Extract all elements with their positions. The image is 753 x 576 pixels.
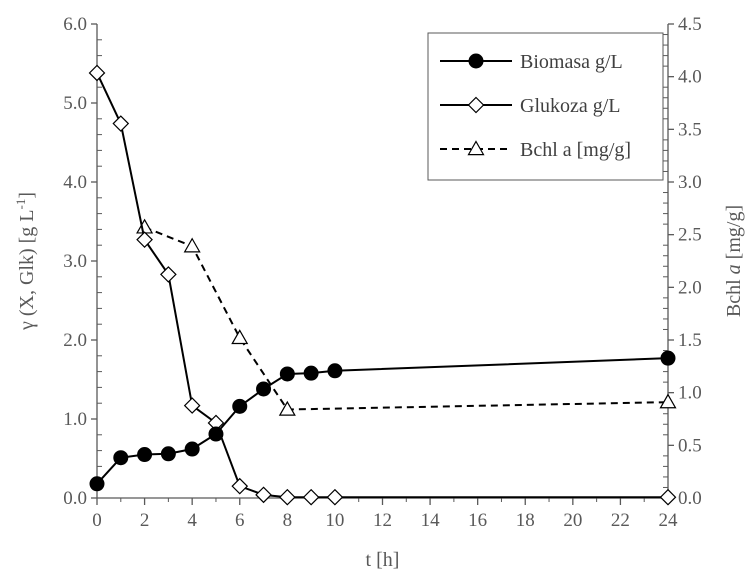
legend-item: Biomasa g/L (440, 51, 623, 73)
data-point (278, 400, 296, 416)
data-point (137, 447, 153, 463)
data-point (302, 488, 320, 506)
y-right-tick-label: 4.5 (678, 14, 702, 35)
legend-marker (467, 96, 485, 114)
data-point (136, 231, 153, 249)
x-tick-label: 10 (325, 510, 344, 531)
x-tick-label: 24 (659, 510, 679, 531)
legend-box (427, 32, 664, 181)
legend-label: Biomasa g/L (520, 51, 623, 73)
y-right-tick-label: 3.0 (678, 172, 702, 193)
legend-item: Glukoza g/L (440, 95, 621, 117)
data-point (279, 366, 295, 382)
y-left-tick-label: 0.0 (63, 488, 87, 509)
y-left-tick-label: 4.0 (63, 172, 87, 193)
y-left-title-main: γ (X, Glk) [g L (16, 210, 38, 331)
data-point (326, 488, 344, 506)
data-point (89, 476, 105, 492)
data-point (231, 477, 249, 495)
data-point (255, 486, 272, 504)
x-tick-label: 16 (468, 510, 487, 531)
series-biomasa (89, 350, 676, 492)
y-right-tick-label: 4.0 (678, 67, 702, 88)
data-point (113, 450, 129, 466)
data-point (232, 398, 248, 414)
y-right-axis-title: Bchl a [mg/g] (723, 205, 745, 317)
data-point (208, 426, 224, 442)
y-right-tick-label: 3.5 (678, 119, 702, 140)
axes: 0 2 4 6 8 10 12 14 16 18 20 22 240.01.02.03.04.05.06… (63, 14, 702, 531)
legend: Biomasa g/L Glukoza g/L Bchl a [mg/g] (427, 32, 664, 181)
data-point (183, 237, 201, 253)
y-right-tick-label: 1.5 (678, 330, 702, 351)
data-point (659, 393, 677, 409)
data-point (112, 115, 130, 132)
data-point (183, 397, 201, 414)
x-tick-label: 0 (92, 510, 102, 531)
x-tick-label: 18 (516, 510, 535, 531)
legend-marker (467, 140, 485, 156)
x-tick-label: 22 (611, 510, 630, 531)
legend-marker (468, 53, 484, 69)
y-right-title-prefix: Bchl (723, 274, 745, 317)
data-point (231, 329, 249, 345)
x-tick-label: 20 (563, 510, 582, 531)
y-right-title-italic: a (723, 264, 745, 274)
y-left-title-end: ] (16, 192, 38, 199)
series-layer (88, 64, 677, 506)
data-point (160, 446, 176, 462)
y-left-tick-label: 1.0 (63, 409, 87, 430)
data-point (160, 266, 177, 283)
y-right-tick-label: 1.0 (678, 383, 702, 404)
y-left-tick-label: 2.0 (63, 330, 87, 351)
y-right-tick-label: 0.0 (678, 488, 702, 509)
y-left-title-superscript: -1 (13, 199, 28, 210)
x-tick-label: 4 (187, 510, 197, 531)
data-point (327, 363, 343, 379)
y-right-tick-label: 0.5 (678, 435, 702, 456)
data-point (660, 350, 676, 366)
y-left-tick-label: 3.0 (63, 251, 87, 272)
data-point (303, 365, 319, 381)
y-right-tick-label: 2.0 (678, 277, 702, 298)
y-right-title-suffix: [mg/g] (723, 205, 745, 264)
x-tick-label: 2 (140, 510, 150, 531)
y-right-tick-label: 2.5 (678, 225, 702, 246)
data-point (184, 441, 200, 457)
series-bchl (136, 218, 677, 416)
x-tick-label: 12 (373, 510, 392, 531)
data-point (88, 64, 106, 82)
x-tick-label: 14 (421, 510, 441, 531)
data-point (278, 488, 296, 506)
y-left-tick-label: 6.0 (63, 14, 87, 35)
legend-label: Bchl a [mg/g] (520, 139, 631, 161)
x-tick-label: 6 (235, 510, 245, 531)
y-left-tick-label: 5.0 (63, 93, 87, 114)
data-point (256, 381, 272, 397)
x-tick-label: 8 (283, 510, 293, 531)
x-axis-title: t [h] (366, 549, 400, 571)
legend-item: Bchl a [mg/g] (440, 139, 631, 161)
y-left-axis-title: γ (X, Glk) [g L-1] (13, 192, 38, 331)
data-point (659, 488, 677, 506)
legend-label: Glukoza g/L (520, 95, 621, 117)
